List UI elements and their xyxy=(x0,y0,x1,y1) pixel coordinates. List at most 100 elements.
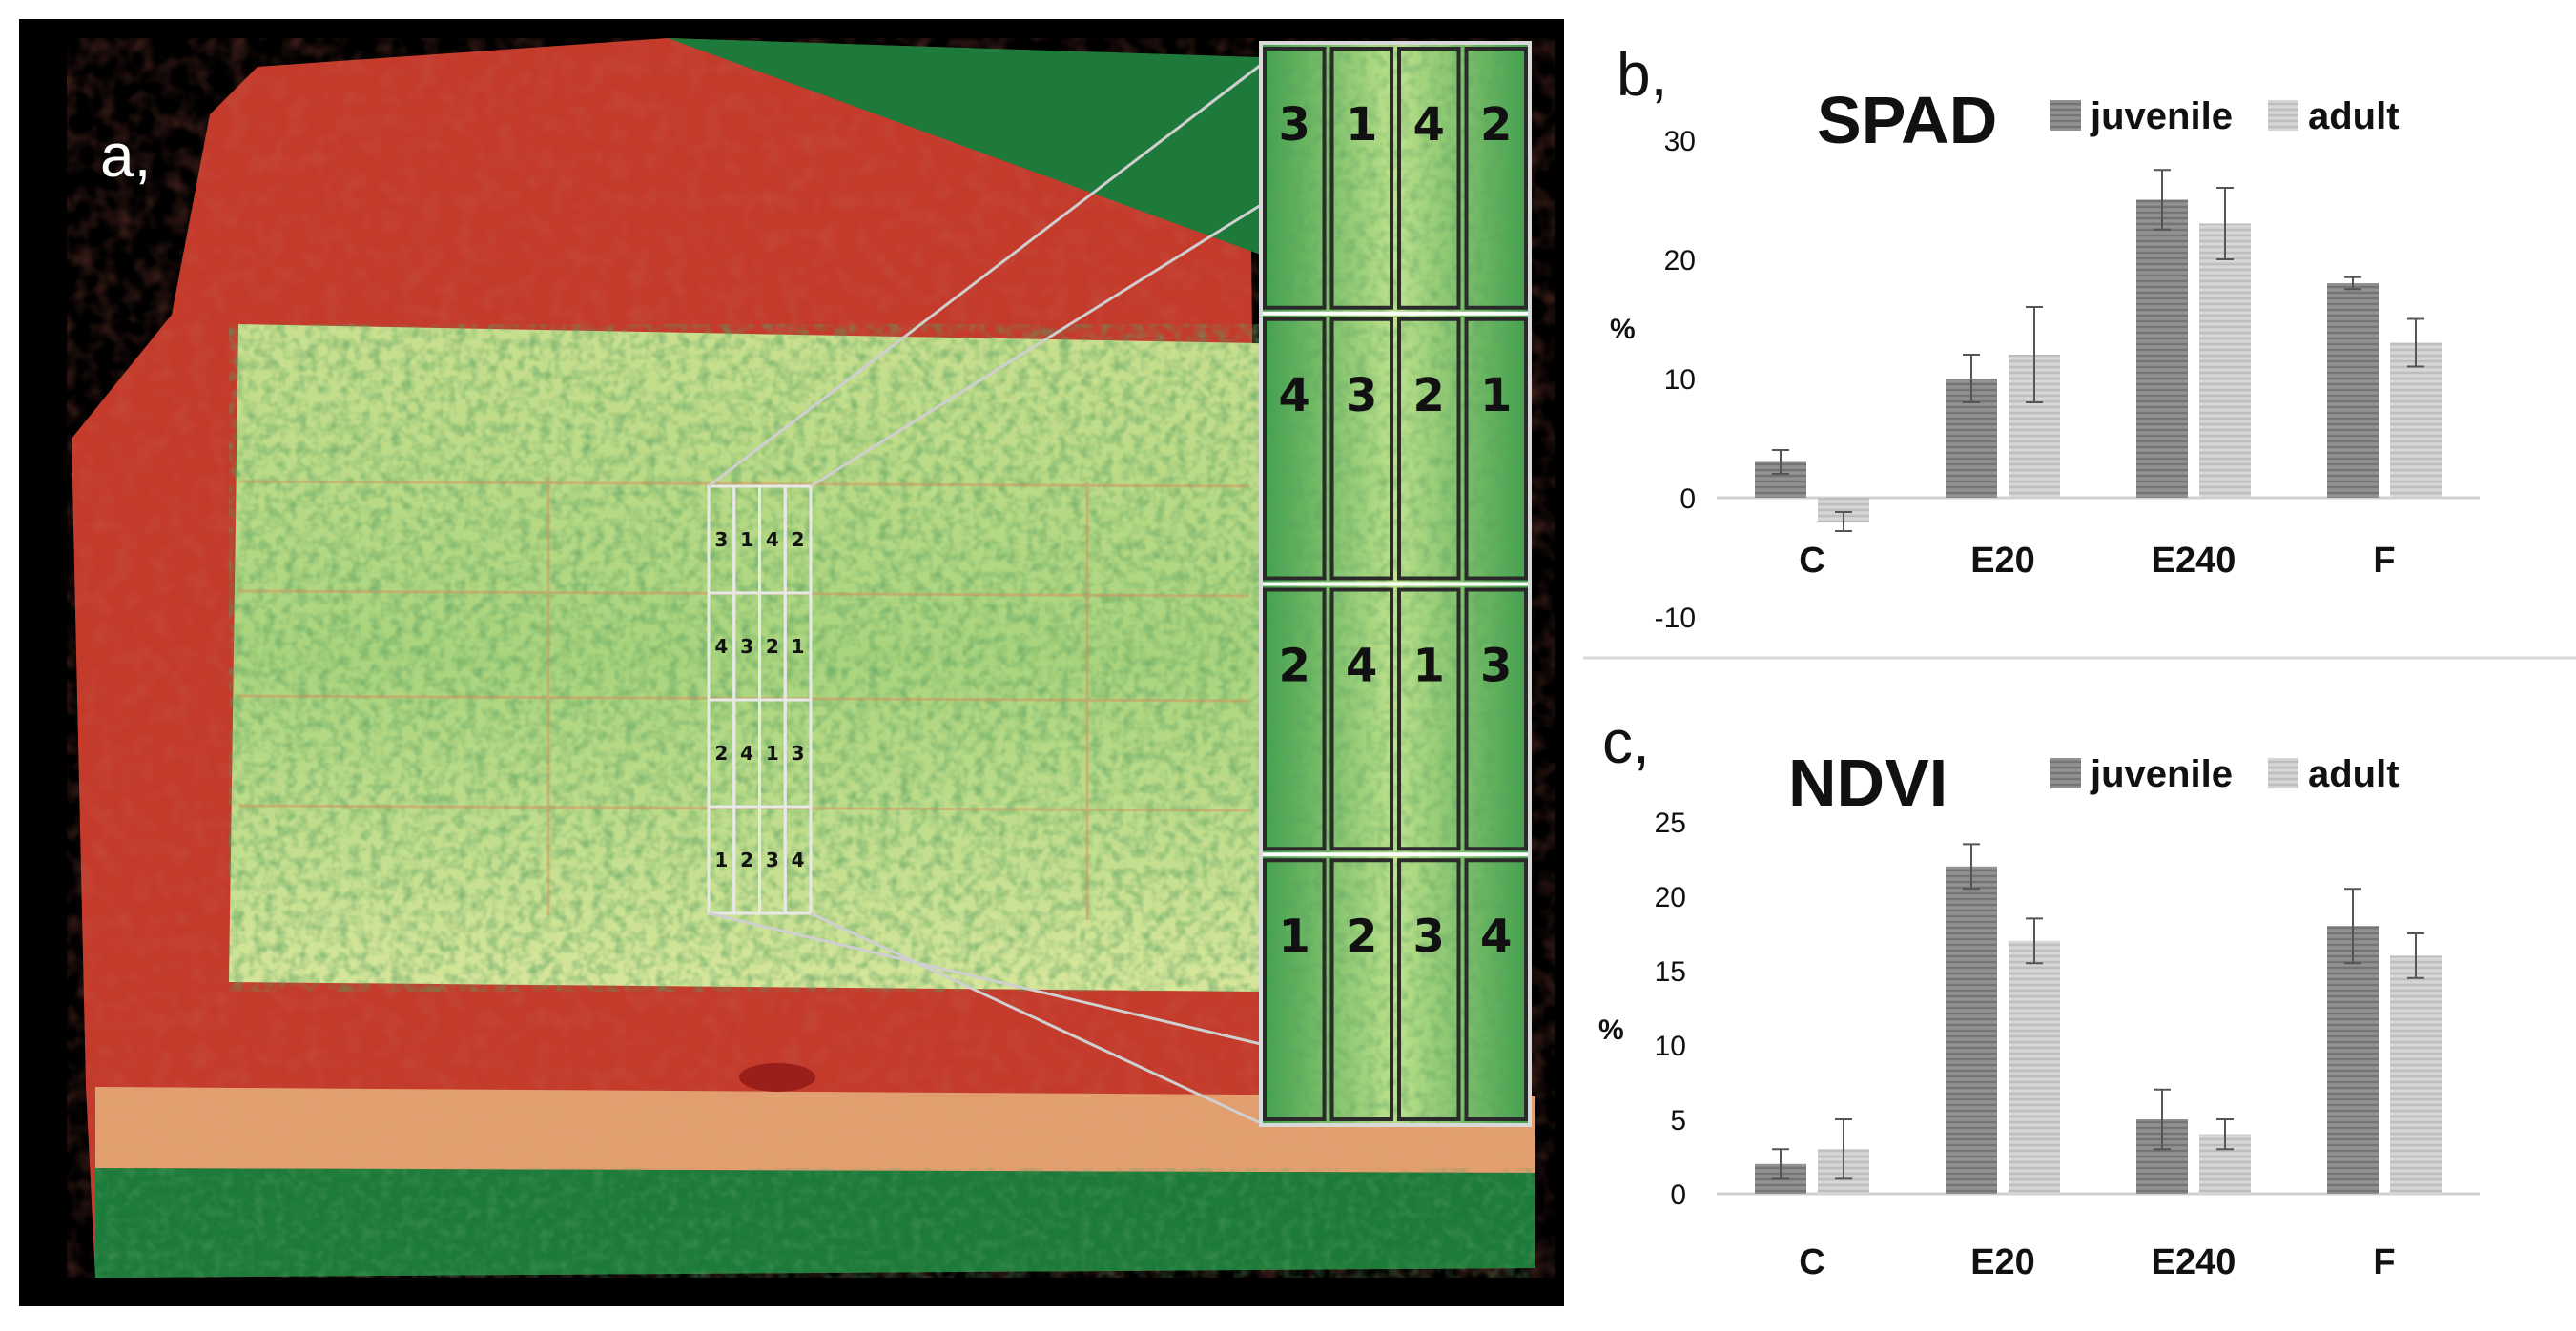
zoom-plot-number: 3 xyxy=(1346,369,1377,422)
small-plot-number: 3 xyxy=(740,635,753,658)
y-tick-label: 5 xyxy=(1670,1105,1686,1136)
small-plot-number: 3 xyxy=(714,528,728,551)
small-plot-number: 2 xyxy=(792,528,805,551)
bar-adult-E240 xyxy=(2199,223,2251,498)
zoom-plot-cell xyxy=(1263,587,1327,851)
zoom-frame xyxy=(1259,41,1532,1127)
legend-swatch-juvenile xyxy=(2050,100,2081,131)
bar-juvenile-F xyxy=(2327,283,2379,498)
y-tick-label: 0 xyxy=(1680,483,1696,515)
category-label-E20: E20 xyxy=(1970,541,2035,581)
zoom-plot-cell xyxy=(1397,317,1461,581)
panel-b: b, SPAD juvenile adult% -10 0 10 20 30 C E20 E240 F xyxy=(1610,40,2480,634)
small-plot-number: 4 xyxy=(714,635,728,658)
y-tick-label: 30 xyxy=(1664,126,1696,157)
y-tick-label: 20 xyxy=(1655,882,1686,913)
small-plot-number: 1 xyxy=(740,528,753,551)
zoom-plot-cell xyxy=(1329,47,1393,310)
y-tick-label: -10 xyxy=(1655,603,1696,634)
small-plot-number: 2 xyxy=(766,635,779,658)
small-plot-number: 4 xyxy=(766,528,779,551)
small-plot-number: 4 xyxy=(740,742,753,765)
chart-title: NDVI xyxy=(1788,746,1947,820)
legend-label-adult: adult xyxy=(2308,95,2400,137)
small-plot-number: 2 xyxy=(740,849,753,871)
zoom-plot-cell xyxy=(1464,317,1528,581)
zoom-plot-number: 1 xyxy=(1279,910,1310,963)
zoom-plot-cell xyxy=(1329,858,1393,1121)
bar-adult-F xyxy=(2390,955,2442,1194)
y-tick-label: 15 xyxy=(1655,956,1686,988)
zoom-lines xyxy=(708,63,1262,1125)
legend-label-juvenile: juvenile xyxy=(2090,95,2233,137)
zoom-plot-number: 2 xyxy=(1346,910,1377,963)
legend-swatch-juvenile xyxy=(2050,758,2081,788)
small-plot-cell xyxy=(783,805,813,915)
dark-spot xyxy=(739,1063,815,1092)
panel-c: c, NDVI juvenile adult% 0 5 10 15 20 25 C E20 E240 F xyxy=(1598,707,2480,1282)
road-strip xyxy=(95,1087,1535,1173)
category-label-F: F xyxy=(2373,1242,2395,1282)
y-axis-label: % xyxy=(1610,314,1636,345)
zoom-plot-cell xyxy=(1263,858,1327,1121)
zoom-plot-number: 1 xyxy=(1480,369,1512,422)
zoom-plot-number: 4 xyxy=(1279,369,1310,422)
crop-texture xyxy=(229,324,1259,992)
bar-juvenile-E20 xyxy=(1946,866,1997,1194)
field-green-corner xyxy=(668,38,1268,257)
panel-letter-a: a, xyxy=(100,121,151,190)
bar-adult-E20 xyxy=(2009,940,2060,1194)
zoom-plot-number: 2 xyxy=(1480,98,1512,152)
zoom-plot-number: 4 xyxy=(1480,910,1512,963)
panel-letter-b: b, xyxy=(1617,40,1667,109)
zoom-plot-cell xyxy=(1263,47,1327,310)
panel-letter-c: c, xyxy=(1602,707,1650,776)
y-tick-label: 25 xyxy=(1655,808,1686,839)
zoom-plot-cell xyxy=(1464,587,1528,851)
zoom-plot-number: 2 xyxy=(1279,640,1310,693)
bar-juvenile-F xyxy=(2327,926,2379,1194)
zoom-plot-number: 3 xyxy=(1279,98,1310,152)
small-plot-grid: 3 1 4 24 3 2 12 4 1 31 2 3 4 xyxy=(707,484,813,915)
zoom-plot-number: 2 xyxy=(1413,369,1445,422)
y-tick-label: 0 xyxy=(1670,1179,1686,1211)
zoom-plot-number: 4 xyxy=(1413,98,1445,152)
category-label-E20: E20 xyxy=(1970,1242,2035,1282)
category-label-C: C xyxy=(1799,1242,1824,1282)
zoom-plot-number: 4 xyxy=(1346,640,1377,693)
zoom-plot-cell xyxy=(1397,587,1461,851)
green-bottom-texture xyxy=(95,1168,1535,1278)
y-tick-label: 20 xyxy=(1664,245,1696,276)
bar-adult-F xyxy=(2390,342,2442,498)
legend-swatch-adult xyxy=(2268,100,2298,131)
y-tick-label: 10 xyxy=(1664,364,1696,396)
zoom-plot-cell xyxy=(1464,858,1528,1121)
y-tick-label: 10 xyxy=(1655,1031,1686,1062)
zoom-plot-number: 3 xyxy=(1413,910,1445,963)
small-plot-number: 1 xyxy=(766,742,779,765)
zoom-plot-number: 1 xyxy=(1346,98,1377,152)
small-plot-number: 4 xyxy=(792,849,805,871)
zoom-plot-cell xyxy=(1464,47,1528,310)
chart-title: SPAD xyxy=(1817,83,1997,157)
small-plot-number: 2 xyxy=(714,742,728,765)
zoom-plot-cell xyxy=(1263,317,1327,581)
zoom-plot-number: 3 xyxy=(1480,640,1512,693)
category-label-E240: E240 xyxy=(2152,1242,2236,1282)
bar-juvenile-E240 xyxy=(2136,199,2188,498)
category-label-F: F xyxy=(2373,541,2395,581)
small-plot-number: 1 xyxy=(792,635,805,658)
zoom-plot-cell xyxy=(1397,47,1461,310)
small-plot-number: 3 xyxy=(766,849,779,871)
legend-label-adult: adult xyxy=(2308,753,2400,795)
zoom-plot-number: 1 xyxy=(1413,640,1445,693)
zoom-plot-cell xyxy=(1397,858,1461,1121)
small-plot-number: 3 xyxy=(792,742,805,765)
zoom-plot-cell xyxy=(1329,317,1393,581)
legend-label-juvenile: juvenile xyxy=(2090,753,2233,795)
zoom-plot-cell xyxy=(1329,587,1393,851)
small-plot-number: 1 xyxy=(714,849,728,871)
legend-swatch-adult xyxy=(2268,758,2298,788)
y-axis-label: % xyxy=(1598,1014,1624,1046)
